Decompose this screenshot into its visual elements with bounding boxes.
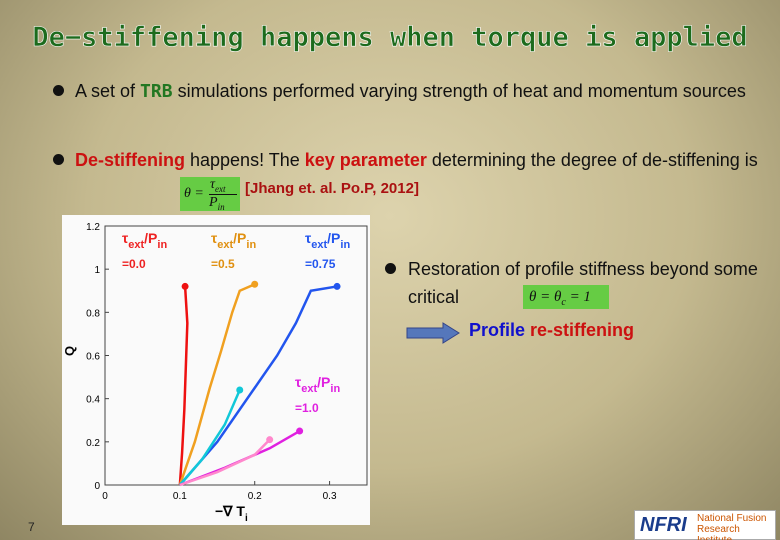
y-tick-label: 0.8 [86,308,100,319]
annotation: in [330,383,340,395]
arrow-text: Profile re-stiffening [469,320,634,341]
x-tick-label: 0 [102,491,108,502]
end-marker [236,386,244,394]
annotation: τ [122,230,129,246]
end-marker [251,280,259,288]
annotation: =0.0 [122,257,146,271]
annotation: τ [211,230,218,246]
formula-text: ext [215,183,226,194]
x-tick-label: 0.1 [173,491,187,502]
annotation: /P [233,230,246,246]
annotation: ext [311,239,327,251]
annotation: =0.75 [305,257,336,271]
annotation: /P [327,230,340,246]
x-tick-label: 0.3 [323,491,337,502]
y-axis-label: Q [62,346,77,356]
formula-text: τext [210,177,226,194]
series-line [178,285,338,486]
y-tick-label: 0.6 [86,352,100,363]
annotation: /P [317,374,330,390]
annotation: =0.5 [211,257,235,271]
end-marker [333,282,341,290]
series-line [179,438,271,487]
annotation: =1.0 [295,401,319,415]
highlight: De-stiffening [75,150,185,170]
logo-text: National Fusion [697,513,767,524]
text: simulations performed varying strength o… [172,81,746,101]
annotation: in [246,239,256,251]
annotation: τext/Pin [295,374,340,395]
bullet [385,263,396,274]
annotation: τ [305,230,312,246]
x-axis-label: −∇ T [215,503,245,519]
bullet [53,154,64,165]
formula-text: in [217,201,225,212]
code: TRB [140,81,173,102]
series-line [179,429,301,487]
bullet [53,85,64,96]
formula-text: P [209,195,218,210]
y-tick-label: 0.4 [86,395,100,406]
series-line [178,286,189,486]
formula-text: θ = θ [529,289,562,305]
page-number: 7 [28,520,35,534]
y-tick-label: 1.2 [86,222,100,233]
text: re-stiffening [530,320,635,340]
formula-text: τ [210,177,216,192]
formula-text: θ = [184,186,204,201]
bullet-text: Restoration of profile stiffness beyond … [408,259,758,307]
annotation: τext/Pin [211,230,256,251]
logo-mark: NFRI [640,514,687,536]
x-axis-label: −∇ Ti [215,503,248,524]
annotation: τext/Pin [122,230,167,251]
text: A set of [75,81,141,101]
y-tick-label: 0 [94,481,100,492]
end-marker [181,282,189,290]
logo-text: Research Institute [697,524,740,540]
formula-text: = 1 [565,289,591,305]
arrow [406,322,460,344]
slide-title: De−stiffening happens when torque is app… [32,22,748,54]
series-line [178,389,241,486]
bullet-text: A set of TRB simulations performed varyi… [75,77,765,106]
end-marker [296,427,304,435]
annotation: ext [128,239,144,251]
annotation: ext [217,239,233,251]
formula-text: c [561,297,566,308]
end-marker [266,436,274,444]
text: determining the degree of de-stiffening … [426,150,758,170]
highlight: key parameter [304,150,427,170]
annotation: in [340,239,350,251]
annotation: /P [144,230,157,246]
reference: [Jhang et. al. Po.P, 2012] [245,180,419,197]
formula-text: Pin [209,194,237,212]
series-line [178,283,256,486]
annotation: in [157,239,167,251]
annotation: τ [295,374,302,390]
y-tick-label: 0.2 [86,438,100,449]
formula: θ = τext Pin [180,177,240,212]
text: Profile [469,320,531,340]
y-tick-label: 1 [94,265,100,276]
annotation: ext [301,383,317,395]
text: happens! The [185,150,305,170]
bullet-text: De-stiffening happens! The key parameter… [75,146,765,174]
annotation: τext/Pin [305,230,350,251]
x-axis-label: i [245,513,248,524]
formula: θ = θc = 1 [523,285,609,309]
x-tick-label: 0.2 [248,491,262,502]
